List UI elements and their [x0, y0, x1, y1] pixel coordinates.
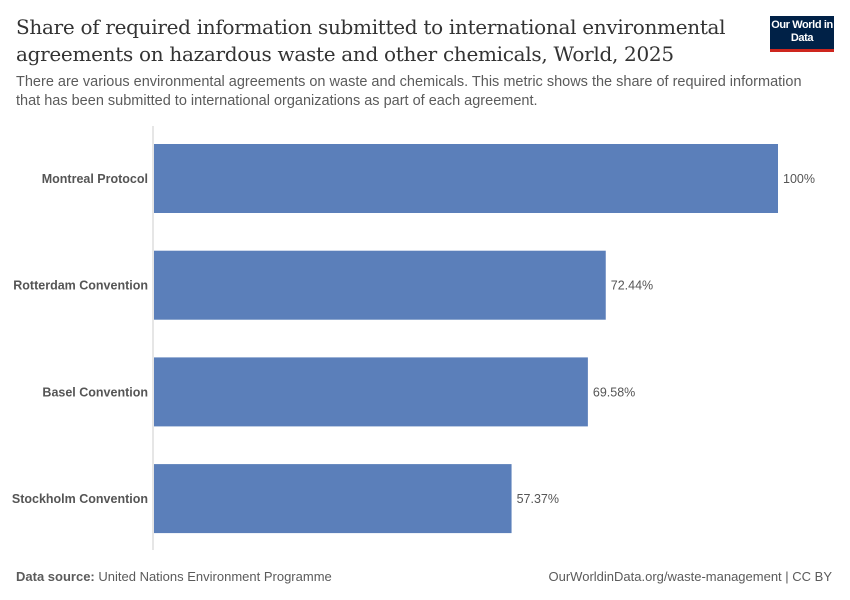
category-label: Stockholm Convention: [12, 492, 148, 506]
bar-1[interactable]: [154, 250, 606, 320]
value-label: 72.44%: [611, 279, 653, 293]
chart-title: Share of required information submitted …: [16, 15, 726, 66]
owid-logo[interactable]: Our World in Data: [770, 16, 834, 52]
bar-0[interactable]: [154, 144, 778, 213]
value-label: 57.37%: [517, 492, 559, 506]
footer-url[interactable]: OurWorldinData.org/waste-management | CC…: [548, 569, 832, 584]
bar-2[interactable]: [154, 357, 588, 427]
value-label: 100%: [783, 172, 815, 186]
data-source-link[interactable]: United Nations Environment Programme: [98, 569, 332, 584]
category-label: Montreal Protocol: [42, 172, 148, 186]
category-label: Rotterdam Convention: [13, 279, 148, 293]
value-label: 69.58%: [593, 385, 635, 399]
chart-subtitle: There are various environmental agreemen…: [16, 74, 802, 109]
category-label: Basel Convention: [42, 385, 148, 399]
bar-3[interactable]: [154, 464, 512, 534]
data-source-label: Data source:: [16, 569, 95, 584]
data-source: Data source: United Nations Environment …: [16, 569, 332, 584]
